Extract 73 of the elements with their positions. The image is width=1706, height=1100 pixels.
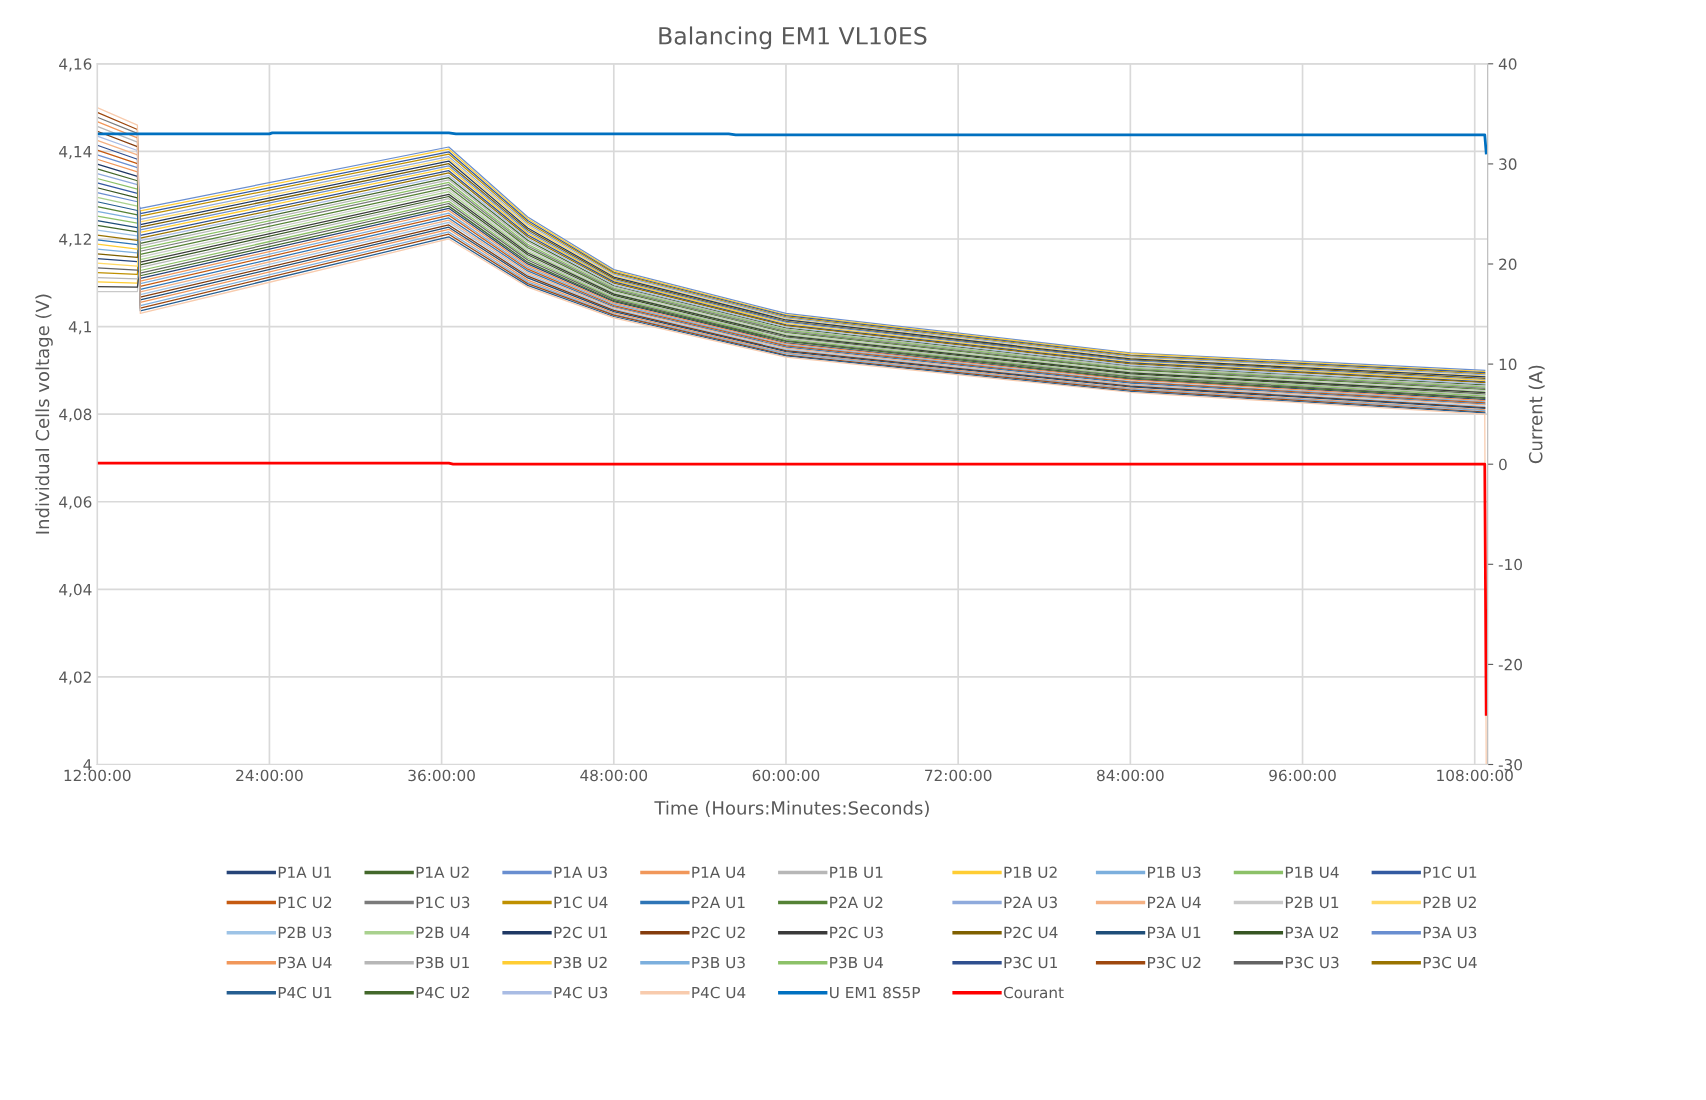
legend-label: P3C U1 bbox=[1004, 956, 1057, 969]
legend-label: P4C U3 bbox=[554, 986, 608, 999]
legend-label: P4C U4 bbox=[692, 986, 746, 999]
x-tick-label: 108:00:00 bbox=[1437, 769, 1513, 782]
legend-label: P3B U2 bbox=[554, 956, 607, 969]
y-tick-label: 4,08 bbox=[59, 408, 92, 422]
x-axis-title: Time (Hours:Minutes:Seconds) bbox=[654, 800, 929, 817]
line-series bbox=[97, 131, 1488, 155]
legend-label: P2C U3 bbox=[830, 926, 883, 939]
x-tick-label: 84:00:00 bbox=[1097, 769, 1164, 782]
y2-tick-label: 30 bbox=[1499, 158, 1517, 170]
legend-label: P1C U2 bbox=[278, 896, 332, 909]
y-tick-label: 4,04 bbox=[59, 583, 92, 597]
x-tick-label: 60:00:00 bbox=[752, 769, 820, 782]
legend-label: P2B U1 bbox=[1285, 896, 1339, 909]
legend-label: P3B U1 bbox=[416, 956, 469, 969]
legend-label: P1C U1 bbox=[1423, 866, 1477, 879]
legend-label: P3C U2 bbox=[1148, 956, 1201, 969]
legend-label: P2C U4 bbox=[1004, 926, 1058, 939]
legend-label: P1B U3 bbox=[1148, 866, 1201, 879]
legend-label: P3A U1 bbox=[1148, 926, 1201, 939]
legend-label: P2A U1 bbox=[692, 896, 745, 909]
legend-label: P1B U4 bbox=[1285, 866, 1339, 879]
y-tick-label: 4 bbox=[83, 759, 92, 771]
x-tick-label: 96:00:00 bbox=[1269, 769, 1336, 782]
x-tick-label: 24:00:00 bbox=[236, 769, 303, 782]
legend-label: P4C U1 bbox=[278, 986, 332, 999]
y2-tick-label: -30 bbox=[1498, 758, 1522, 771]
y2-tick-label: -20 bbox=[1498, 658, 1522, 671]
legend-label: Courant bbox=[1003, 986, 1064, 999]
legend-label: P3A U4 bbox=[278, 956, 332, 969]
y-tick-label: 4,1 bbox=[68, 321, 91, 335]
legend-label: P1A U1 bbox=[278, 866, 332, 879]
legend-label: P3B U3 bbox=[692, 956, 745, 969]
y-tick-label: 4,16 bbox=[59, 58, 92, 72]
y-axis-title: Individual Cells voltage (V) bbox=[35, 294, 53, 534]
legend-label: P1B U2 bbox=[1004, 866, 1057, 879]
legend-label: P1C U4 bbox=[554, 896, 608, 909]
x-tick-label: 72:00:00 bbox=[925, 769, 992, 782]
y-tick-label: 4,06 bbox=[59, 496, 92, 510]
legend-label: P1A U4 bbox=[692, 866, 746, 879]
legend-label: P2C U1 bbox=[554, 926, 607, 939]
y2-tick-label: 20 bbox=[1499, 258, 1517, 271]
x-tick-label: 36:00:00 bbox=[408, 769, 475, 782]
chart-title: Balancing EM1 VL10ES bbox=[659, 26, 927, 50]
legend-label: P2B U3 bbox=[278, 926, 332, 939]
y-tick-label: 4,14 bbox=[59, 146, 92, 159]
legend-label: P1C U3 bbox=[416, 896, 470, 909]
y2-tick-label: 0 bbox=[1499, 458, 1507, 471]
legend-label: P2C U2 bbox=[692, 926, 745, 939]
legend-label: P3C U4 bbox=[1423, 956, 1477, 969]
legend-label: P1A U3 bbox=[554, 866, 607, 879]
legend-label: P3A U2 bbox=[1285, 926, 1338, 939]
x-tick-label: 12:00:00 bbox=[64, 769, 131, 782]
legend-label: P2A U2 bbox=[830, 896, 883, 909]
legend-label: P2B U2 bbox=[1423, 896, 1476, 909]
legend-label: P1B U1 bbox=[830, 866, 883, 879]
legend-label: P2A U3 bbox=[1004, 896, 1057, 909]
legend-label: P1A U2 bbox=[416, 866, 469, 879]
legend-label: P4C U2 bbox=[416, 986, 469, 999]
legend-label: P2A U4 bbox=[1148, 896, 1201, 909]
legend-label: P3A U3 bbox=[1423, 926, 1477, 939]
legend-label: P2B U4 bbox=[416, 926, 470, 939]
y-tick-label: 4,12 bbox=[59, 233, 91, 247]
legend-label: P3B U4 bbox=[830, 956, 884, 969]
y2-tick-label: 40 bbox=[1498, 58, 1517, 70]
legend-label: P3C U3 bbox=[1285, 956, 1339, 969]
y-tick-label: 4,02 bbox=[59, 671, 91, 685]
legend-label: U EM1 8S5P bbox=[830, 986, 920, 999]
x-tick-label: 48:00:00 bbox=[580, 769, 648, 782]
y2-tick-label: 10 bbox=[1499, 358, 1517, 371]
y2-axis-title: Current (A) bbox=[1528, 365, 1545, 464]
y2-tick-label: -10 bbox=[1498, 558, 1522, 571]
